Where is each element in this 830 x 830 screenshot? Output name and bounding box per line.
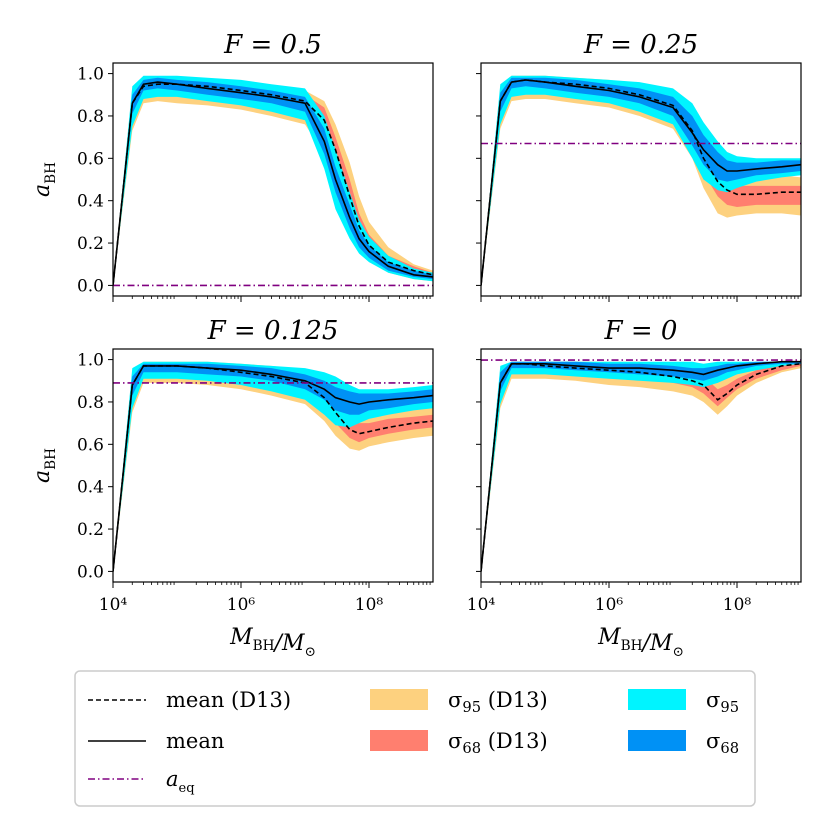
y-tick-label: 0.2 <box>77 520 104 540</box>
panel-4: 10⁴ 10⁶ 10⁸ F = 0 MBH/M⊙ <box>467 316 802 660</box>
y-tick-label: 0.6 <box>77 435 104 455</box>
y-tick-label: 0.8 <box>77 393 104 413</box>
legend-label: σ68 <box>706 729 739 757</box>
panel-title: F = 0.25 <box>583 30 698 60</box>
mean-line <box>481 360 801 572</box>
y-tick-label: 1.0 <box>77 65 104 85</box>
y-tick-label: 0.4 <box>77 478 104 498</box>
legend-swatch <box>628 730 686 751</box>
sigma95-band <box>481 361 801 572</box>
legend-item-sigma68: σ68 <box>628 729 739 757</box>
legend-item-mean-d13: mean (D13) <box>88 688 291 712</box>
panel-title: F = 0 <box>604 316 678 346</box>
panel-title: F = 0.125 <box>207 316 339 346</box>
legend-swatch <box>628 689 686 710</box>
y-tick-label: 0.0 <box>77 276 104 296</box>
legend-label: σ95 <box>706 688 739 716</box>
legend-label: mean (D13) <box>166 688 291 712</box>
sigma68-band <box>113 77 433 286</box>
legend-label: σ95 (D13) <box>448 688 548 716</box>
sigma95-band <box>113 75 433 286</box>
legend-label: σ68 (D13) <box>448 729 548 757</box>
legend-item-sigma95: σ95 <box>628 688 739 716</box>
y-tick-label: 0.8 <box>77 107 104 127</box>
legend-item-sigma68-d13: σ68 (D13) <box>370 729 548 757</box>
mean-d13-line <box>481 79 801 286</box>
x-axis-label: MBH/M⊙ <box>229 625 316 660</box>
x-tick-label: 10⁶ <box>595 595 624 615</box>
legend-item-a-eq: aeq <box>88 767 195 796</box>
panel-1: 0.0 0.2 0.4 0.6 0.8 1.0 F = 0.5 aBH <box>30 30 434 302</box>
y-axis-label: aBH <box>30 448 59 483</box>
axes-frame <box>480 62 802 297</box>
x-tick-label: 10⁸ <box>723 595 752 615</box>
axes-frame <box>112 62 434 297</box>
panel-2: F = 0.25 <box>476 30 802 302</box>
x-tick-label: 10⁸ <box>355 595 384 615</box>
y-axis-label: aBH <box>30 162 59 197</box>
sigma95-band <box>481 75 801 286</box>
legend-swatch <box>370 689 428 710</box>
sigma68-band <box>481 361 801 572</box>
sigma95-d13-band <box>481 361 801 572</box>
panel-title: F = 0.5 <box>223 30 322 60</box>
legend-item-sigma95-d13: σ95 (D13) <box>370 688 548 716</box>
axes-frame <box>480 348 802 583</box>
x-tick-label: 10⁶ <box>227 595 256 615</box>
x-tick-label: 10⁴ <box>467 595 496 615</box>
y-tick-label: 0.6 <box>77 149 104 169</box>
mean-d13-line <box>481 363 801 572</box>
legend-swatch <box>370 730 428 751</box>
legend-item-mean: mean <box>88 729 224 753</box>
y-tick-label: 0.0 <box>77 562 104 582</box>
y-tick-label: 1.0 <box>77 351 104 371</box>
x-axis-label: MBH/M⊙ <box>597 625 684 660</box>
legend-label: aeq <box>166 767 195 796</box>
mean-line <box>113 81 433 286</box>
panel-3: 0.0 0.2 0.4 0.6 0.8 1.0 10⁴ 10⁶ 10⁸ F = 0.125 aBH M… <box>30 316 434 660</box>
legend-label: mean <box>166 729 224 753</box>
legend: mean (D13) mean aeq σ95 (D13) σ68 (D13) σ95 σ6… <box>74 670 756 807</box>
sigma68-d13-band <box>481 361 801 572</box>
axes-frame <box>112 348 434 583</box>
x-tick-label: 10⁴ <box>99 595 128 615</box>
y-tick-label: 0.4 <box>77 192 104 212</box>
y-tick-label: 0.2 <box>77 234 104 254</box>
